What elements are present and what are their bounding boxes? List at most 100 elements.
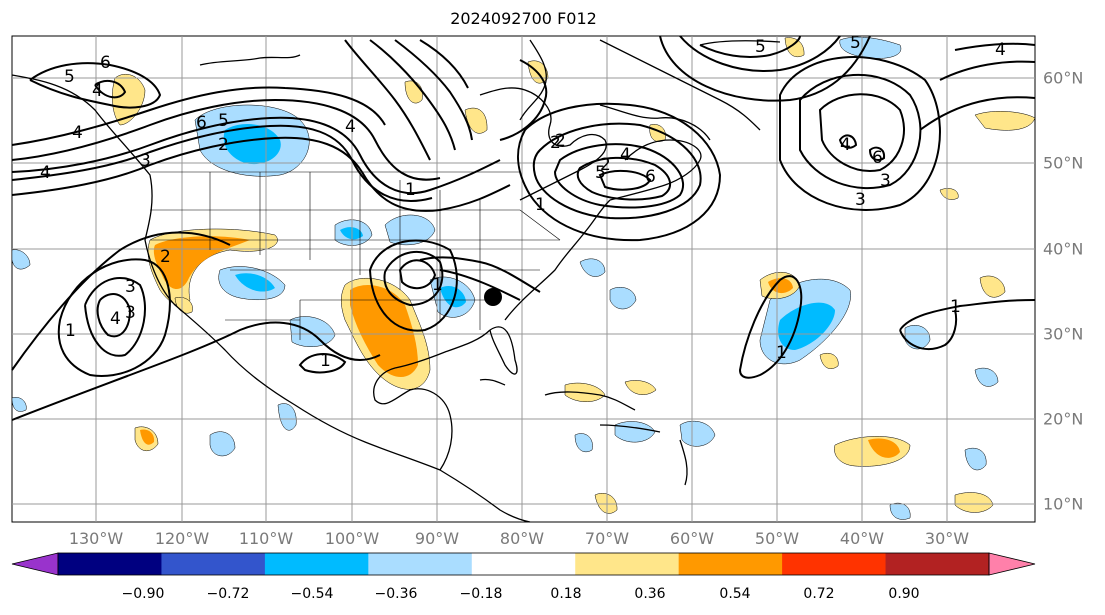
contour-label: 2 <box>160 247 171 267</box>
lon-tick-label: 110°W <box>238 529 294 548</box>
positive-anomaly-area <box>979 275 1006 298</box>
contour-label: 6 <box>872 148 883 168</box>
contour-label: 1 <box>432 275 443 295</box>
contour-label: 6 <box>645 167 656 187</box>
colorbar-tick-label: −0.72 <box>206 586 250 602</box>
contour-label: 5 <box>850 33 861 53</box>
positive-anomaly-area <box>954 492 994 513</box>
negative-anomaly-area <box>889 502 911 520</box>
negative-anomaly-area <box>223 124 281 165</box>
colorbar-extend-min <box>11 552 59 576</box>
colorbar-tick-label: −0.36 <box>374 586 418 602</box>
contour-label: 3 <box>125 303 136 323</box>
colorbar-tick-label: 0.90 <box>888 586 920 602</box>
positive-anomaly-area <box>974 111 1036 131</box>
negative-anomaly-area <box>964 447 987 471</box>
contour-label: 4 <box>995 40 1006 60</box>
contour-label: 6 <box>100 53 111 73</box>
colorbar-segment <box>58 553 162 575</box>
contour-label: 1 <box>950 297 961 317</box>
colorbar-tick-label: −0.18 <box>459 586 503 602</box>
positive-anomaly-area <box>464 107 488 134</box>
colorbar-segment <box>575 553 680 575</box>
contour-label: 4 <box>92 81 103 101</box>
negative-anomaly-area <box>289 316 336 347</box>
contour-label: 1 <box>776 343 787 363</box>
positive-anomaly-area <box>868 438 900 458</box>
negative-anomaly-area <box>277 403 297 431</box>
negative-anomaly-area <box>574 433 593 453</box>
lon-tick-label: 130°W <box>68 529 124 548</box>
colorbar-segment <box>782 553 887 575</box>
contour-lines <box>11 35 1036 421</box>
negative-anomaly-area <box>974 367 999 387</box>
lon-tick-label: 120°W <box>154 529 210 548</box>
contour-label: 2 <box>218 135 229 155</box>
lat-tick-label: 30°N <box>1043 324 1084 344</box>
lon-tick-label: 60°W <box>669 529 715 548</box>
lon-tick-label: 70°W <box>584 529 630 548</box>
colorbar-segment <box>885 553 990 575</box>
contour-label: 4 <box>40 163 51 183</box>
contour-label: 4 <box>620 145 631 165</box>
lon-tick-label: 50°W <box>754 529 800 548</box>
contour-label: 3 <box>880 171 891 191</box>
contour-label: 5 <box>755 37 766 57</box>
contour-label: 4 <box>345 117 356 137</box>
positive-anomaly-area <box>564 382 606 402</box>
map-title: 2024092700 F012 <box>450 9 597 28</box>
colorbar-extend-max <box>988 552 1036 576</box>
colorbar-tick-label: 0.54 <box>719 586 751 602</box>
contour-label: 1 <box>65 321 76 341</box>
colorbar-segment <box>161 553 266 575</box>
positive-anomaly-area <box>594 493 618 514</box>
colorbar-segments <box>11 552 1036 576</box>
colorbar-tick-label: −0.90 <box>121 586 165 602</box>
colorbar-tick-label: −0.54 <box>290 586 334 602</box>
negative-anomaly-area <box>579 258 606 277</box>
lon-tick-label: 30°W <box>924 529 970 548</box>
negative-anomaly-area <box>839 36 902 59</box>
lat-tick-label: 40°N <box>1043 239 1084 259</box>
contour-label: 3 <box>855 190 866 210</box>
contour-label: 1 <box>405 180 416 200</box>
contour-label: 2 <box>550 133 561 153</box>
lon-tick-label: 80°W <box>499 529 545 548</box>
negative-anomaly-area <box>440 285 466 308</box>
colorbar <box>11 552 1036 576</box>
contour-label: 4 <box>72 123 83 143</box>
positive-anomaly-area <box>140 429 155 445</box>
weather-map: 6 5 4 4 2 3 4 2 3 4 1 1 6 5 4 2 5 4 6 5 … <box>11 33 1036 523</box>
negative-anomaly-area <box>11 249 31 270</box>
negative-anomaly-area <box>384 214 436 246</box>
positive-anomaly-area <box>624 380 657 395</box>
colorbar-segment <box>368 553 473 575</box>
colorbar-tick-label: 0.72 <box>803 586 835 602</box>
contour-label: 5 <box>218 111 229 131</box>
negative-anomaly-area <box>11 397 27 412</box>
colorbar-segment <box>471 553 576 575</box>
lon-tick-label: 100°W <box>324 529 380 548</box>
contour-label: 4 <box>840 135 851 155</box>
negative-anomaly-area <box>235 273 275 292</box>
graticule <box>12 36 1035 522</box>
contour-label: 2 <box>555 131 566 151</box>
lat-tick-label: 50°N <box>1043 153 1084 173</box>
contour-label: 1 <box>535 195 546 215</box>
colorbar-tick-label: 0.18 <box>550 586 582 602</box>
negative-anomaly-area <box>609 287 637 310</box>
contour-label: 5 <box>595 163 606 183</box>
contour-label: 5 <box>64 67 75 87</box>
contour-label: 3 <box>140 151 151 171</box>
contour-label: 2 <box>600 155 611 175</box>
colorbar-segment <box>264 553 369 575</box>
contour-label: 1 <box>320 351 331 371</box>
lon-tick-label: 40°W <box>839 529 885 548</box>
positive-anomaly-area <box>768 278 793 294</box>
positive-anomaly-area <box>939 188 959 200</box>
lat-tick-label: 20°N <box>1043 409 1084 429</box>
contour-label: 4 <box>110 309 121 329</box>
lat-tick-label: 60°N <box>1043 68 1084 88</box>
location-marker <box>484 288 502 306</box>
positive-anomaly-area <box>819 352 839 369</box>
